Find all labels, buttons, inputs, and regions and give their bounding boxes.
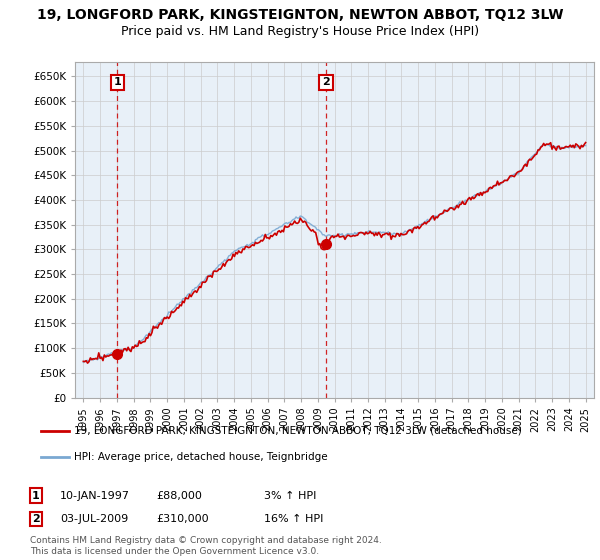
Text: 1: 1 bbox=[113, 77, 121, 87]
Text: 19, LONGFORD PARK, KINGSTEIGNTON, NEWTON ABBOT, TQ12 3LW (detached house): 19, LONGFORD PARK, KINGSTEIGNTON, NEWTON… bbox=[74, 426, 522, 436]
Text: Contains HM Land Registry data © Crown copyright and database right 2024.
This d: Contains HM Land Registry data © Crown c… bbox=[30, 536, 382, 556]
Text: 16% ↑ HPI: 16% ↑ HPI bbox=[264, 514, 323, 524]
Text: £310,000: £310,000 bbox=[156, 514, 209, 524]
Text: 1: 1 bbox=[32, 491, 40, 501]
Text: 03-JUL-2009: 03-JUL-2009 bbox=[60, 514, 128, 524]
Text: 19, LONGFORD PARK, KINGSTEIGNTON, NEWTON ABBOT, TQ12 3LW: 19, LONGFORD PARK, KINGSTEIGNTON, NEWTON… bbox=[37, 8, 563, 22]
Text: 2: 2 bbox=[322, 77, 330, 87]
Text: 3% ↑ HPI: 3% ↑ HPI bbox=[264, 491, 316, 501]
Text: 10-JAN-1997: 10-JAN-1997 bbox=[60, 491, 130, 501]
Text: £88,000: £88,000 bbox=[156, 491, 202, 501]
Text: Price paid vs. HM Land Registry's House Price Index (HPI): Price paid vs. HM Land Registry's House … bbox=[121, 25, 479, 38]
Text: 2: 2 bbox=[32, 514, 40, 524]
Text: HPI: Average price, detached house, Teignbridge: HPI: Average price, detached house, Teig… bbox=[74, 452, 328, 462]
